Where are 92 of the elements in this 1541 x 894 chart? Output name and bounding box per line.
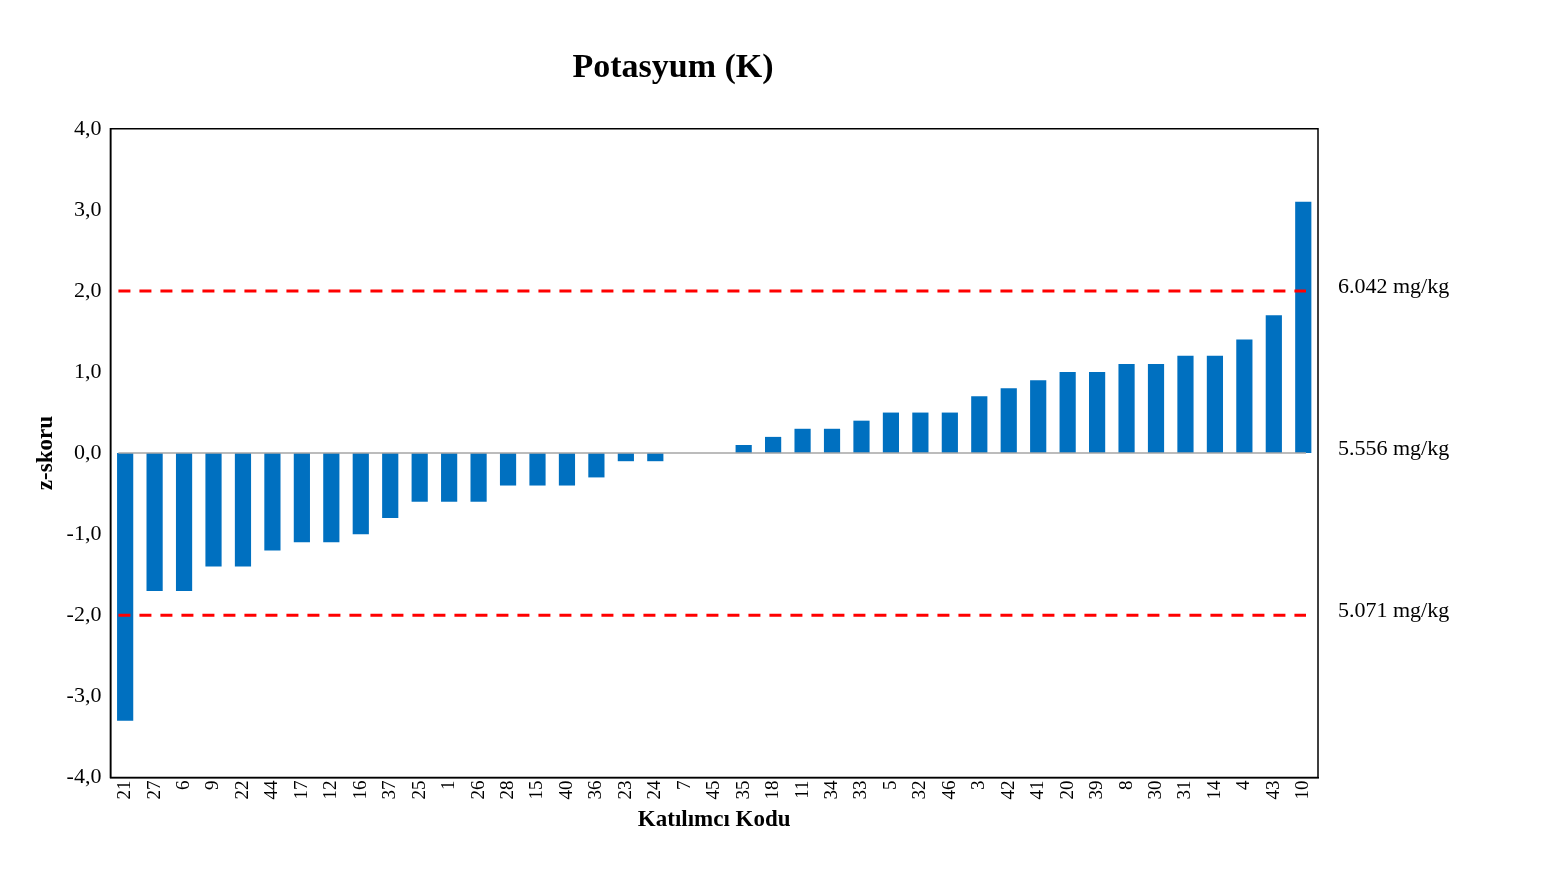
x-tick-label: 40: [554, 780, 576, 800]
bar: [1089, 372, 1106, 454]
y-tick-label: -1,0: [66, 519, 102, 545]
y-tick-label: 1,0: [73, 357, 102, 383]
x-tick-label: 9: [201, 780, 223, 790]
x-tick-label: 17: [289, 780, 311, 800]
bar: [411, 453, 428, 502]
y-tick-label: 0,0: [73, 438, 102, 464]
y-tick-label: -4,0: [66, 763, 102, 789]
x-tick-label: 18: [761, 780, 783, 800]
bar: [1236, 339, 1253, 454]
bar: [1118, 363, 1135, 454]
x-tick-label: 12: [319, 780, 341, 800]
bar: [912, 412, 929, 454]
bar: [1030, 380, 1047, 454]
bar: [1059, 372, 1076, 454]
x-tick-label: 11: [790, 780, 812, 799]
x-tick-label: 27: [142, 780, 164, 800]
y-tick-label: 4,0: [73, 114, 102, 140]
bar: [323, 453, 340, 543]
x-tick-label: 33: [849, 780, 871, 800]
x-tick-label: 8: [1114, 780, 1136, 790]
x-tick-label: 25: [407, 780, 429, 800]
bar: [941, 412, 958, 454]
bar: [382, 453, 399, 518]
x-tick-label: 24: [643, 779, 665, 800]
bar: [146, 453, 163, 591]
bar: [175, 453, 193, 591]
x-tick-label: 35: [731, 780, 753, 800]
x-tick-label: 41: [1026, 780, 1048, 800]
chart-title: Potasyum (K): [572, 47, 774, 86]
x-tick-label: 14: [1202, 779, 1224, 800]
x-tick-label: 26: [466, 780, 488, 800]
bar: [1147, 363, 1165, 454]
bar: [882, 412, 900, 454]
bar: [823, 428, 841, 454]
x-tick-label: 39: [1085, 780, 1107, 800]
x-tick-label: 20: [1055, 780, 1077, 800]
x-tick-label: 3: [967, 780, 989, 790]
x-tick-label: 22: [230, 780, 252, 800]
bar: [234, 453, 252, 567]
x-tick-label: 10: [1291, 780, 1313, 800]
bar: [1265, 315, 1282, 454]
bar: [264, 453, 281, 551]
bar: [971, 396, 988, 454]
x-tick-label: 16: [348, 780, 370, 800]
x-tick-label: 15: [525, 780, 547, 800]
bar: [558, 453, 576, 486]
ref-line-label: 6.042 mg/kg: [1338, 272, 1450, 298]
bar: [1000, 388, 1017, 454]
x-tick-label: 46: [937, 780, 959, 800]
ref-line-label: 5.071 mg/kg: [1338, 597, 1450, 623]
bar: [470, 453, 487, 502]
bar: [529, 453, 546, 486]
x-tick-label: 32: [908, 780, 930, 800]
x-tick-label: 1: [437, 780, 459, 790]
x-tick-label: 44: [260, 779, 282, 800]
x-tick-label: 23: [613, 780, 635, 800]
bar: [1206, 355, 1224, 454]
x-tick-label: 6: [172, 780, 194, 790]
x-tick-label: 34: [820, 779, 842, 800]
y-axis-title: z-skoru: [31, 415, 57, 491]
y-tick-label: 3,0: [73, 195, 102, 221]
x-tick-label: 28: [496, 780, 518, 800]
x-tick-label: 42: [996, 780, 1018, 800]
bar: [205, 453, 222, 567]
bar: [588, 453, 605, 478]
bar: [1295, 201, 1312, 454]
y-tick-label: 2,0: [73, 276, 102, 302]
y-tick-label: -3,0: [66, 682, 102, 708]
bar: [765, 436, 782, 454]
x-tick-label: 45: [702, 780, 724, 800]
x-tick-label: 5: [878, 780, 900, 790]
x-tick-label: 21: [113, 780, 135, 800]
x-axis-title: Katılımcı Kodu: [637, 806, 791, 832]
ref-line-label: 5.556 mg/kg: [1338, 434, 1450, 460]
x-tick-label: 36: [584, 780, 606, 800]
bar: [293, 453, 310, 543]
x-tick-label: 43: [1261, 780, 1283, 800]
bar: [352, 453, 369, 535]
bar: [499, 453, 517, 486]
x-tick-label: 37: [378, 780, 400, 800]
x-tick-label: 4: [1232, 779, 1254, 790]
bar: [1177, 355, 1194, 454]
bar: [853, 420, 870, 454]
bar: [441, 453, 458, 502]
y-tick-label: -2,0: [66, 601, 102, 627]
x-tick-label: 30: [1143, 780, 1165, 800]
bar: [794, 428, 811, 454]
x-tick-label: 31: [1173, 780, 1195, 800]
bar: [117, 453, 134, 721]
x-tick-label: 7: [672, 780, 694, 790]
